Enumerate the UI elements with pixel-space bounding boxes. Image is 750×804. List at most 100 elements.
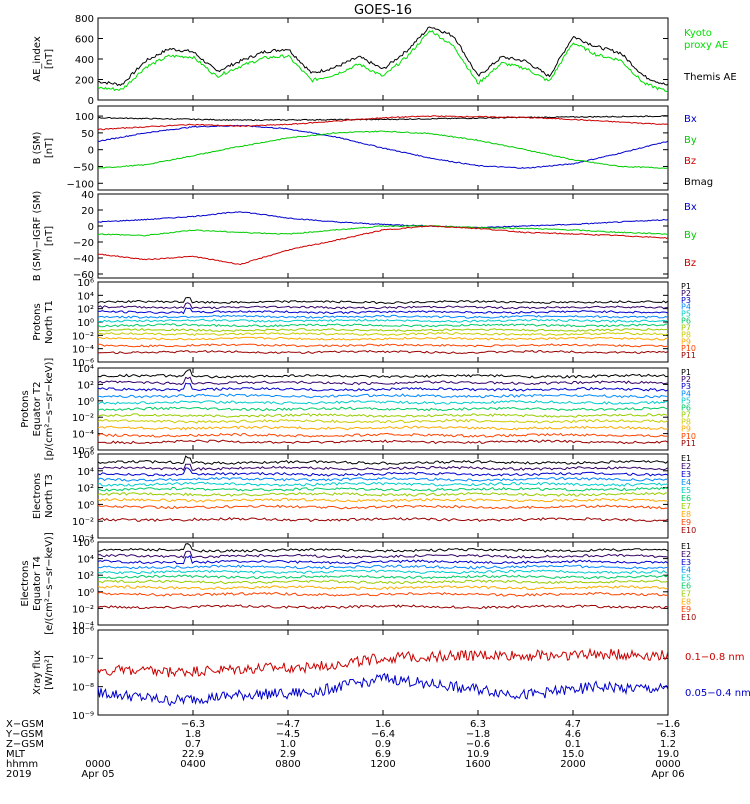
legend-E4: E4	[681, 478, 691, 487]
plot-area	[98, 543, 668, 610]
y-tick-label: 10⁰	[77, 500, 94, 511]
panel-b: −100 −50 0 50 100 B (SM) [nT] Bx By Bz Bmag	[32, 105, 713, 191]
legend-P5: P5	[681, 396, 691, 405]
x-table-cell: 0400	[180, 759, 205, 770]
x-table-cell: −0.6	[466, 739, 490, 750]
y-tick-label: 0	[88, 96, 94, 107]
x-table-cell: 2.9	[280, 749, 296, 760]
y-tick-label: 10⁻⁷	[72, 654, 94, 665]
legend-E8: E8	[681, 597, 691, 606]
y-axis-label: North T3	[44, 474, 55, 518]
channel-line-E8	[98, 585, 668, 591]
y-tick-label: −50	[73, 162, 94, 173]
x-table-cell: Apr 06	[651, 769, 684, 780]
y-tick-label: 40	[81, 190, 94, 201]
x-table-cell: 0000	[85, 759, 110, 770]
y-axis-label: Xray flux	[32, 650, 43, 695]
y-tick-label: 10⁰	[77, 318, 94, 329]
panel-xray: 10⁻⁹ 10⁻⁸ 10⁻⁷ 10⁻⁶ Xray flux [W/m²] 0.1−0.8 n…	[32, 626, 750, 722]
y-tick-label: 10⁻⁶	[72, 446, 94, 457]
y-tick-label: 10⁻²	[72, 604, 94, 615]
x-table-cell: 0.9	[375, 739, 391, 750]
legend-P9: P9	[681, 425, 691, 434]
panel-ee: 10⁻⁴ 10⁻² 10⁰ 10² 10⁴ 10⁶ Electrons Equator T4[…	[20, 532, 696, 635]
y-axis-label: Electrons	[32, 473, 43, 519]
y-tick-label: 10⁶	[77, 538, 94, 549]
legend-entry: Bx	[684, 114, 697, 125]
plot-area	[98, 368, 668, 445]
legend-P11: P11	[681, 351, 696, 360]
channel-line-P11	[98, 439, 668, 445]
legend-E5: E5	[681, 574, 691, 583]
legend-E9: E9	[681, 605, 691, 614]
y-tick-label: 10²	[77, 571, 94, 582]
series-line-Kyoto proxy AE	[98, 30, 668, 94]
series-line-Bmag	[98, 115, 668, 122]
legend-entry: By	[684, 230, 697, 241]
legend-E6: E6	[681, 582, 691, 591]
legend-entry: Bz	[684, 156, 696, 167]
legend-entry: Bmag	[684, 177, 713, 188]
y-tick-label: 600	[75, 35, 94, 46]
y-tick-label: 10⁰	[77, 397, 94, 408]
channel-line-P10	[98, 432, 668, 438]
legend-entry: 0.1−0.8 nm	[685, 652, 744, 663]
x-table-cell: 1200	[370, 759, 395, 770]
channel-line-P8	[98, 331, 668, 337]
series-line-Bz	[98, 225, 668, 266]
legend-entry: proxy AE	[684, 40, 728, 51]
y-tick-label: 10⁻²	[72, 331, 94, 342]
y-tick-label: 10⁴	[77, 291, 94, 302]
y-axis-label: [nT]	[44, 226, 55, 246]
x-table-cell: 1600	[465, 759, 490, 770]
y-tick-label: 10⁻⁴	[72, 345, 94, 356]
panel-pe: 10⁻⁶ 10⁻⁴ 10⁻² 10⁰ 10² 10⁴ Protons Equator T2 [p…	[20, 358, 696, 461]
legend-P3: P3	[681, 296, 691, 305]
y-tick-label: 10⁻⁶	[72, 626, 94, 637]
x-table-row-label: Z−GSM	[6, 739, 44, 750]
y-tick-label: 10⁻⁸	[72, 683, 94, 694]
y-axis-label: AE_index	[32, 36, 43, 82]
y-tick-label: 200	[75, 76, 94, 87]
channel-line-P3	[98, 382, 668, 392]
series-line-Bx	[98, 211, 668, 229]
legend-P6: P6	[681, 317, 691, 326]
y-tick-label: 10⁰	[77, 588, 94, 599]
x-table-cell: 6.3	[660, 729, 676, 740]
legend-P5: P5	[681, 310, 691, 319]
channel-line-P4	[98, 393, 668, 399]
y-axis-label: North T1	[44, 300, 55, 344]
x-table-cell: −1.8	[466, 729, 490, 740]
y-tick-label: 0	[88, 222, 94, 233]
y-tick-label: 800	[75, 14, 94, 25]
y-tick-label: 10²	[77, 380, 94, 391]
x-table-row-label: X−GSM	[6, 719, 44, 730]
channel-line-E9	[98, 591, 668, 597]
legend-P1: P1	[681, 368, 691, 377]
y-tick-label: −100	[67, 179, 94, 190]
chart-title: GOES-16	[354, 3, 412, 18]
channel-line-E6	[98, 574, 668, 580]
channel-line-P11	[98, 349, 668, 355]
x-table-cell: Apr 05	[81, 769, 114, 780]
y-axis-label: [nT]	[44, 138, 55, 158]
channel-line-E4	[98, 476, 668, 482]
channel-line-P5	[98, 318, 668, 323]
y-tick-label: 100	[75, 112, 94, 123]
y-axis-label: Protons	[32, 303, 43, 340]
legend-entry: By	[684, 135, 697, 146]
x-table-cell: −4.7	[276, 719, 300, 730]
legend-entry: Bx	[684, 202, 697, 213]
y-tick-label: 10²	[77, 484, 94, 495]
legend-E2: E2	[681, 550, 691, 559]
legend-E7: E7	[681, 589, 691, 598]
x-table-row-label: hhmm	[6, 759, 38, 770]
y-tick-label: 10⁻²	[72, 413, 94, 424]
legend-entry: Themis AE	[683, 72, 737, 83]
legend-P7: P7	[681, 323, 691, 332]
channel-line-P3	[98, 307, 668, 315]
y-tick-label: 10⁴	[77, 555, 94, 566]
legend-E6: E6	[681, 494, 691, 503]
